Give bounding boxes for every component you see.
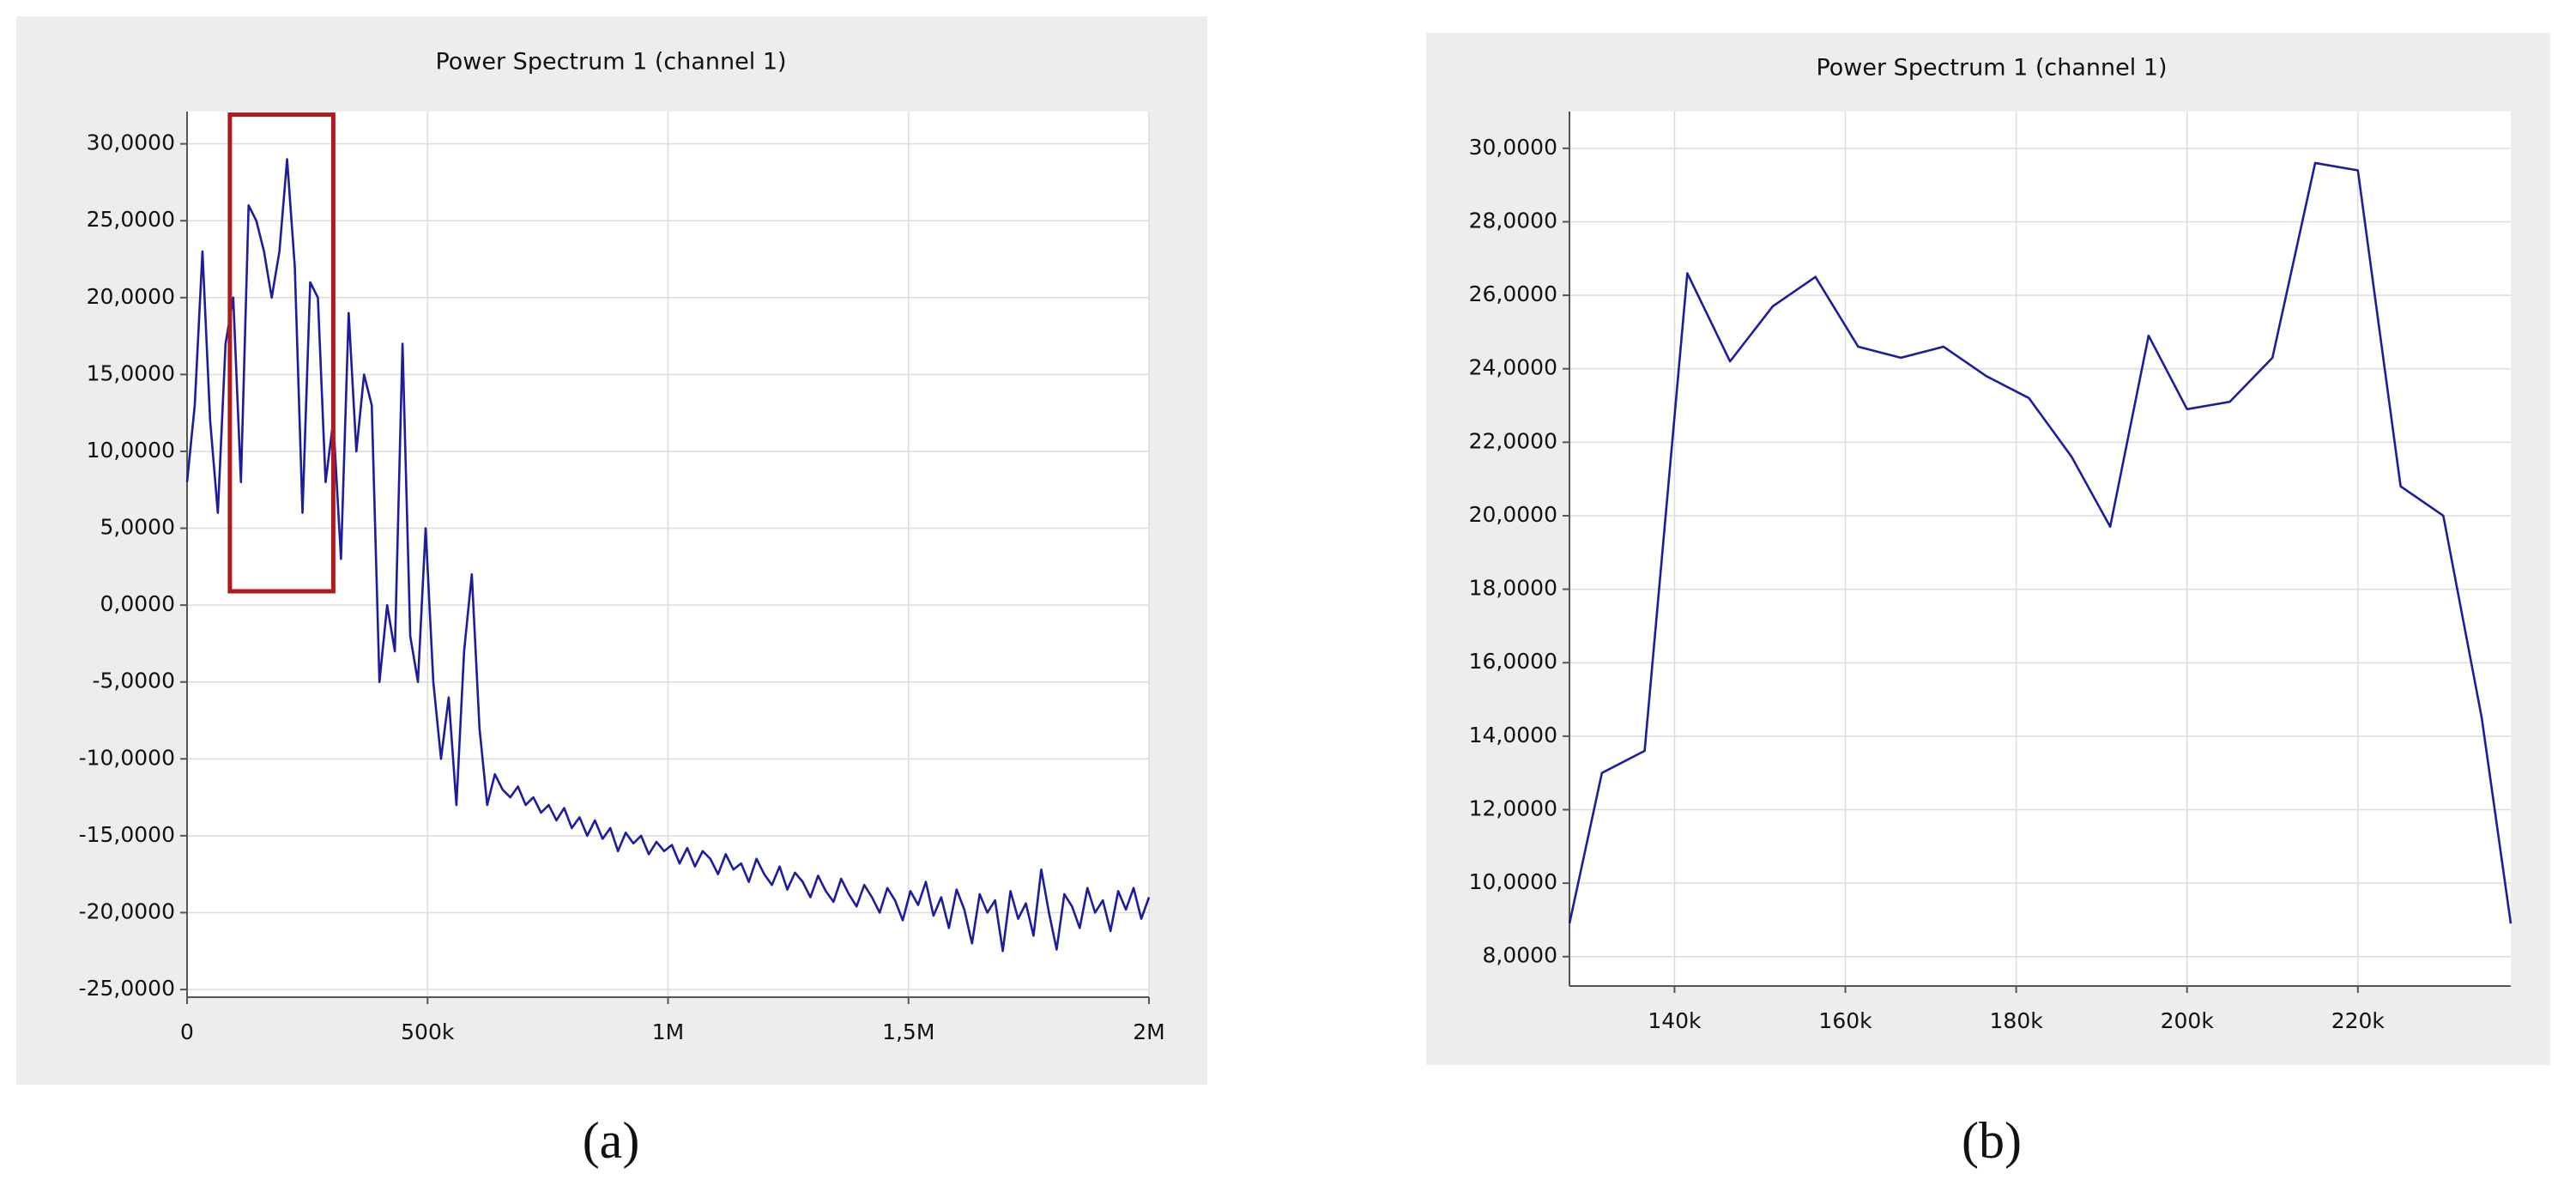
x-tick-label: 180k [1990,1008,2044,1033]
x-tick-label: 160k [1818,1008,1872,1033]
x-tick-label: 500k [401,1019,455,1044]
y-tick-label: 10,0000 [1469,869,1557,894]
y-tick-label: 30,0000 [1469,135,1557,160]
y-tick-label: -20,0000 [79,898,175,923]
x-tick-label: 1M [652,1019,684,1044]
chart-title: Power Spectrum 1 (channel 1) [1816,55,2167,82]
chart-title: Power Spectrum 1 (channel 1) [435,49,786,76]
plot-area [1569,112,2511,986]
y-tick-label: 22,0000 [1469,428,1557,453]
x-tick-label: 1,5M [882,1019,934,1044]
y-tick-label: -15,0000 [79,822,175,847]
y-tick-label: -5,0000 [93,669,176,693]
y-tick-label: 8,0000 [1483,943,1557,968]
y-tick-label: 20,0000 [87,284,175,309]
x-tick-label: 140k [1648,1008,1702,1033]
y-tick-label: 0,0000 [100,591,175,616]
y-tick-label: 28,0000 [1469,208,1557,233]
y-tick-label: 16,0000 [1469,649,1557,674]
y-tick-label: 12,0000 [1469,796,1557,820]
y-tick-label: 15,0000 [87,360,175,385]
y-tick-label: 20,0000 [1469,502,1557,527]
data-line [1568,161,2513,924]
panel-caption: (a) [583,1112,640,1169]
y-tick-label: 14,0000 [1469,723,1557,747]
x-tick-label: 2M [1133,1019,1164,1044]
y-tick-label: 5,0000 [100,515,175,540]
y-tick-label: 30,0000 [87,130,175,155]
y-tick-label: 10,0000 [87,438,175,463]
x-tick-label: 200k [2161,1008,2215,1033]
x-tick-label: 0 [180,1019,194,1044]
y-tick-label: 25,0000 [87,207,175,232]
y-tick-label: 24,0000 [1469,355,1557,380]
y-tick-label: -10,0000 [79,745,175,770]
x-tick-label: 220k [2331,1008,2386,1033]
y-tick-label: -25,0000 [79,976,175,1001]
panel-caption: (b) [1962,1112,2022,1169]
highlight-box [227,112,336,594]
data-line [185,158,1151,953]
y-tick-label: 26,0000 [1469,281,1557,306]
y-tick-label: 18,0000 [1469,576,1557,601]
